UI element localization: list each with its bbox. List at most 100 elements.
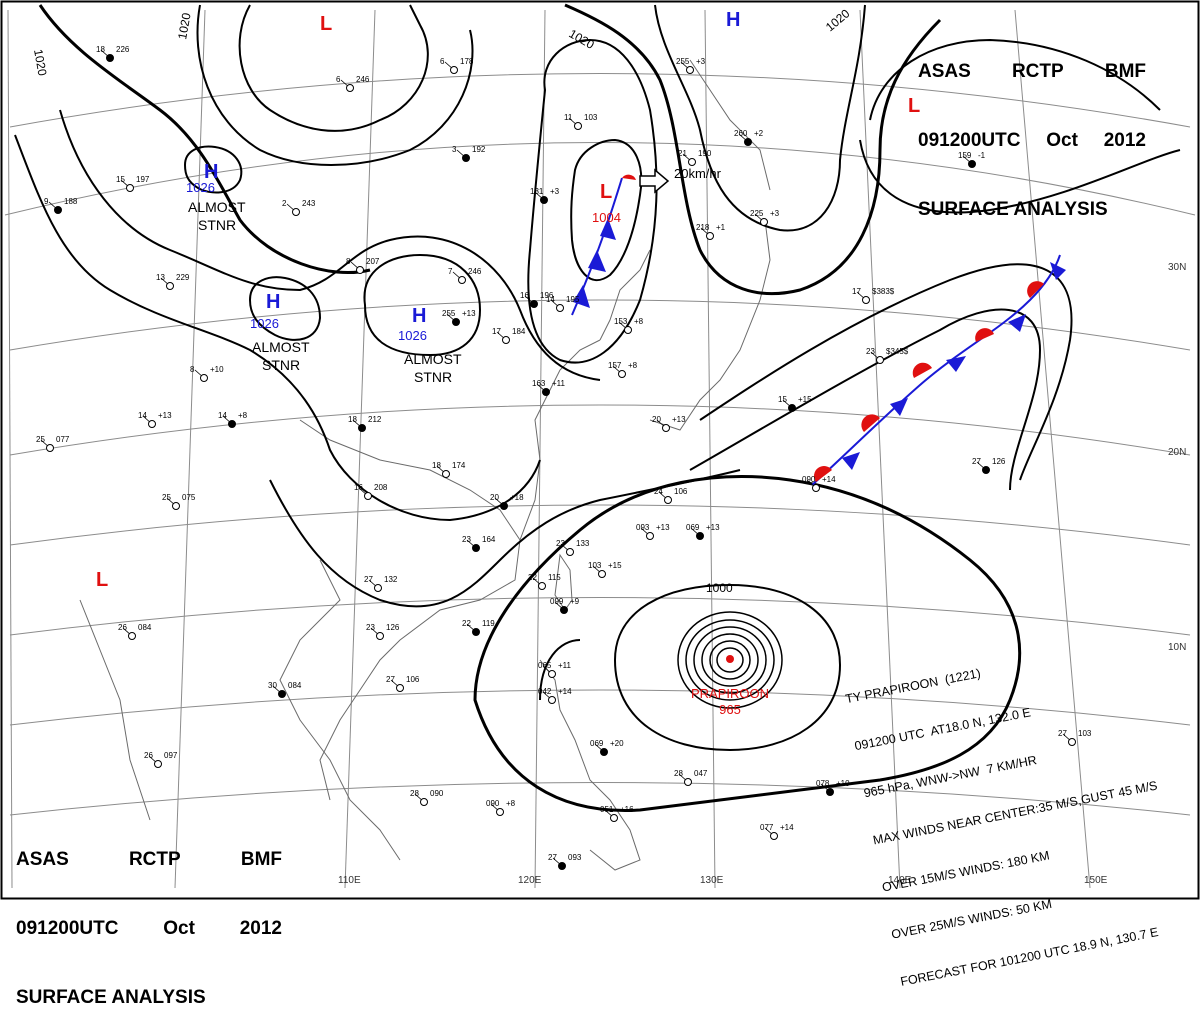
station-plot: 218 +1 — [696, 223, 726, 240]
stationary-front — [811, 254, 1066, 486]
station-temp: 8 — [346, 257, 351, 266]
station-circle-icon — [172, 502, 180, 510]
station-plot: 3 192 — [452, 145, 486, 162]
header-station: RCTP — [1011, 61, 1064, 82]
station-temp: 7 — [448, 267, 453, 276]
station-circle-icon — [200, 374, 208, 382]
station-pressure: +3 — [770, 209, 780, 218]
station-circle-icon — [346, 84, 354, 92]
low-symbol: L — [96, 569, 108, 591]
station-plot: 225 +3 — [750, 209, 780, 226]
station-plot: 16 196 — [520, 291, 554, 308]
high-pressure-value: 1026 — [186, 180, 215, 195]
station-temp: 159 — [958, 151, 972, 160]
high-symbol: H — [204, 161, 218, 183]
station-temp: 065 — [538, 661, 552, 670]
station-pressure: +14 — [558, 687, 572, 696]
cold-front-triangle — [588, 250, 606, 272]
station-circle-icon — [688, 158, 696, 166]
isobar-high-1026-north — [183, 145, 243, 194]
station-circle-icon — [540, 196, 548, 204]
station-plot: 2 243 — [282, 199, 316, 216]
station-plot: 157 +8 — [608, 361, 638, 378]
parallel-10n — [9, 689, 1191, 726]
station-plot: 13 229 — [156, 273, 190, 290]
station-plot: 15 +15 — [778, 395, 812, 412]
warm-front-semicircle — [622, 174, 636, 180]
station-temp: 093 — [636, 523, 650, 532]
station-temp: 23 — [366, 623, 375, 632]
station-pressure: +8 — [506, 799, 516, 808]
station-temp: 11 — [564, 113, 573, 122]
header-title: SURFACE ANALYSIS — [918, 199, 1108, 220]
coast-indochina — [279, 559, 401, 861]
chart-header-top: ASAS RCTP BMF 091200UTC Oct 2012 SURFACE ANA… — [918, 14, 1146, 244]
typhoon-ring-4 — [701, 633, 759, 687]
station-pressure: 196 — [540, 291, 554, 300]
high-symbol: H — [266, 291, 280, 313]
station-pressure: 133 — [576, 539, 590, 548]
station-plot: 20 +13 — [652, 415, 686, 432]
station-pressure: +11 — [552, 379, 566, 388]
meridian-120e — [534, 9, 546, 889]
isobar-label: 1020 — [175, 11, 193, 40]
station-pressure: 106 — [674, 487, 688, 496]
coast-philippines — [539, 659, 641, 871]
station-temp: 090 — [802, 475, 816, 484]
station-temp: 13 — [156, 273, 165, 282]
station-pressure: 226 — [116, 45, 130, 54]
station-temp: 163 — [532, 379, 546, 388]
station-plot: 051 +16 — [600, 805, 634, 822]
header-year: 2012 — [239, 918, 282, 939]
coast-korea — [599, 249, 651, 341]
station-circle-icon — [472, 544, 480, 552]
station-circle-icon — [166, 282, 174, 290]
station-circle-icon — [396, 684, 404, 692]
isobar-ne-low-1 — [869, 38, 1161, 121]
station-circle-icon — [462, 154, 470, 162]
station-plot: 28 047 — [674, 769, 708, 786]
station-circle-icon — [826, 788, 834, 796]
station-plot: 7 246 — [448, 267, 482, 284]
station-plot: 21 190 — [678, 149, 712, 166]
station-circle-icon — [128, 632, 136, 640]
station-pressure: 197 — [136, 175, 150, 184]
station-temp: 26 — [118, 623, 127, 632]
station-pressure: 192 — [472, 145, 486, 154]
high-note: ALMOST — [252, 339, 310, 355]
station-temp: 18 — [432, 461, 441, 470]
station-temp: 2 — [282, 199, 287, 208]
parallel-5n — [9, 782, 1191, 816]
station-temp: 042 — [538, 687, 552, 696]
station-plot: 090 +8 — [486, 799, 516, 816]
station-temp: 27 — [548, 853, 557, 862]
station-pressure: +13 — [672, 415, 686, 424]
high-note: ALMOST — [404, 351, 462, 367]
station-plot: 159 -1 — [958, 151, 986, 168]
station-temp: 27 — [1058, 729, 1067, 738]
lon-label: 130E — [700, 875, 724, 886]
isobar-south-china — [269, 469, 741, 608]
isobar-label: 1020 — [567, 26, 597, 52]
station-circle-icon — [452, 318, 460, 326]
station-circle-icon — [292, 208, 300, 216]
station-pressure: 103 — [584, 113, 598, 122]
station-circle-icon — [496, 808, 504, 816]
station-plot: 18 226 — [96, 45, 130, 62]
station-plot: 22 115 — [528, 573, 561, 590]
meridian-150e — [1014, 9, 1091, 889]
isobar-phil — [539, 639, 581, 701]
meridian-105e — [174, 9, 206, 889]
station-plot: 099 +9 — [550, 597, 580, 614]
station-circle-icon — [770, 832, 778, 840]
station-plot: 20 +18 — [490, 493, 524, 510]
station-temp: 255 — [676, 57, 690, 66]
station-pressure: 243 — [302, 199, 316, 208]
station-circle-icon — [706, 232, 714, 240]
station-plot: 17 184 — [492, 327, 526, 344]
station-temp: 23 — [866, 347, 875, 356]
isobar-typhoon-outer — [473, 475, 1022, 812]
station-plot: 22 119 — [462, 619, 495, 636]
station-temp: 14 — [546, 295, 555, 304]
